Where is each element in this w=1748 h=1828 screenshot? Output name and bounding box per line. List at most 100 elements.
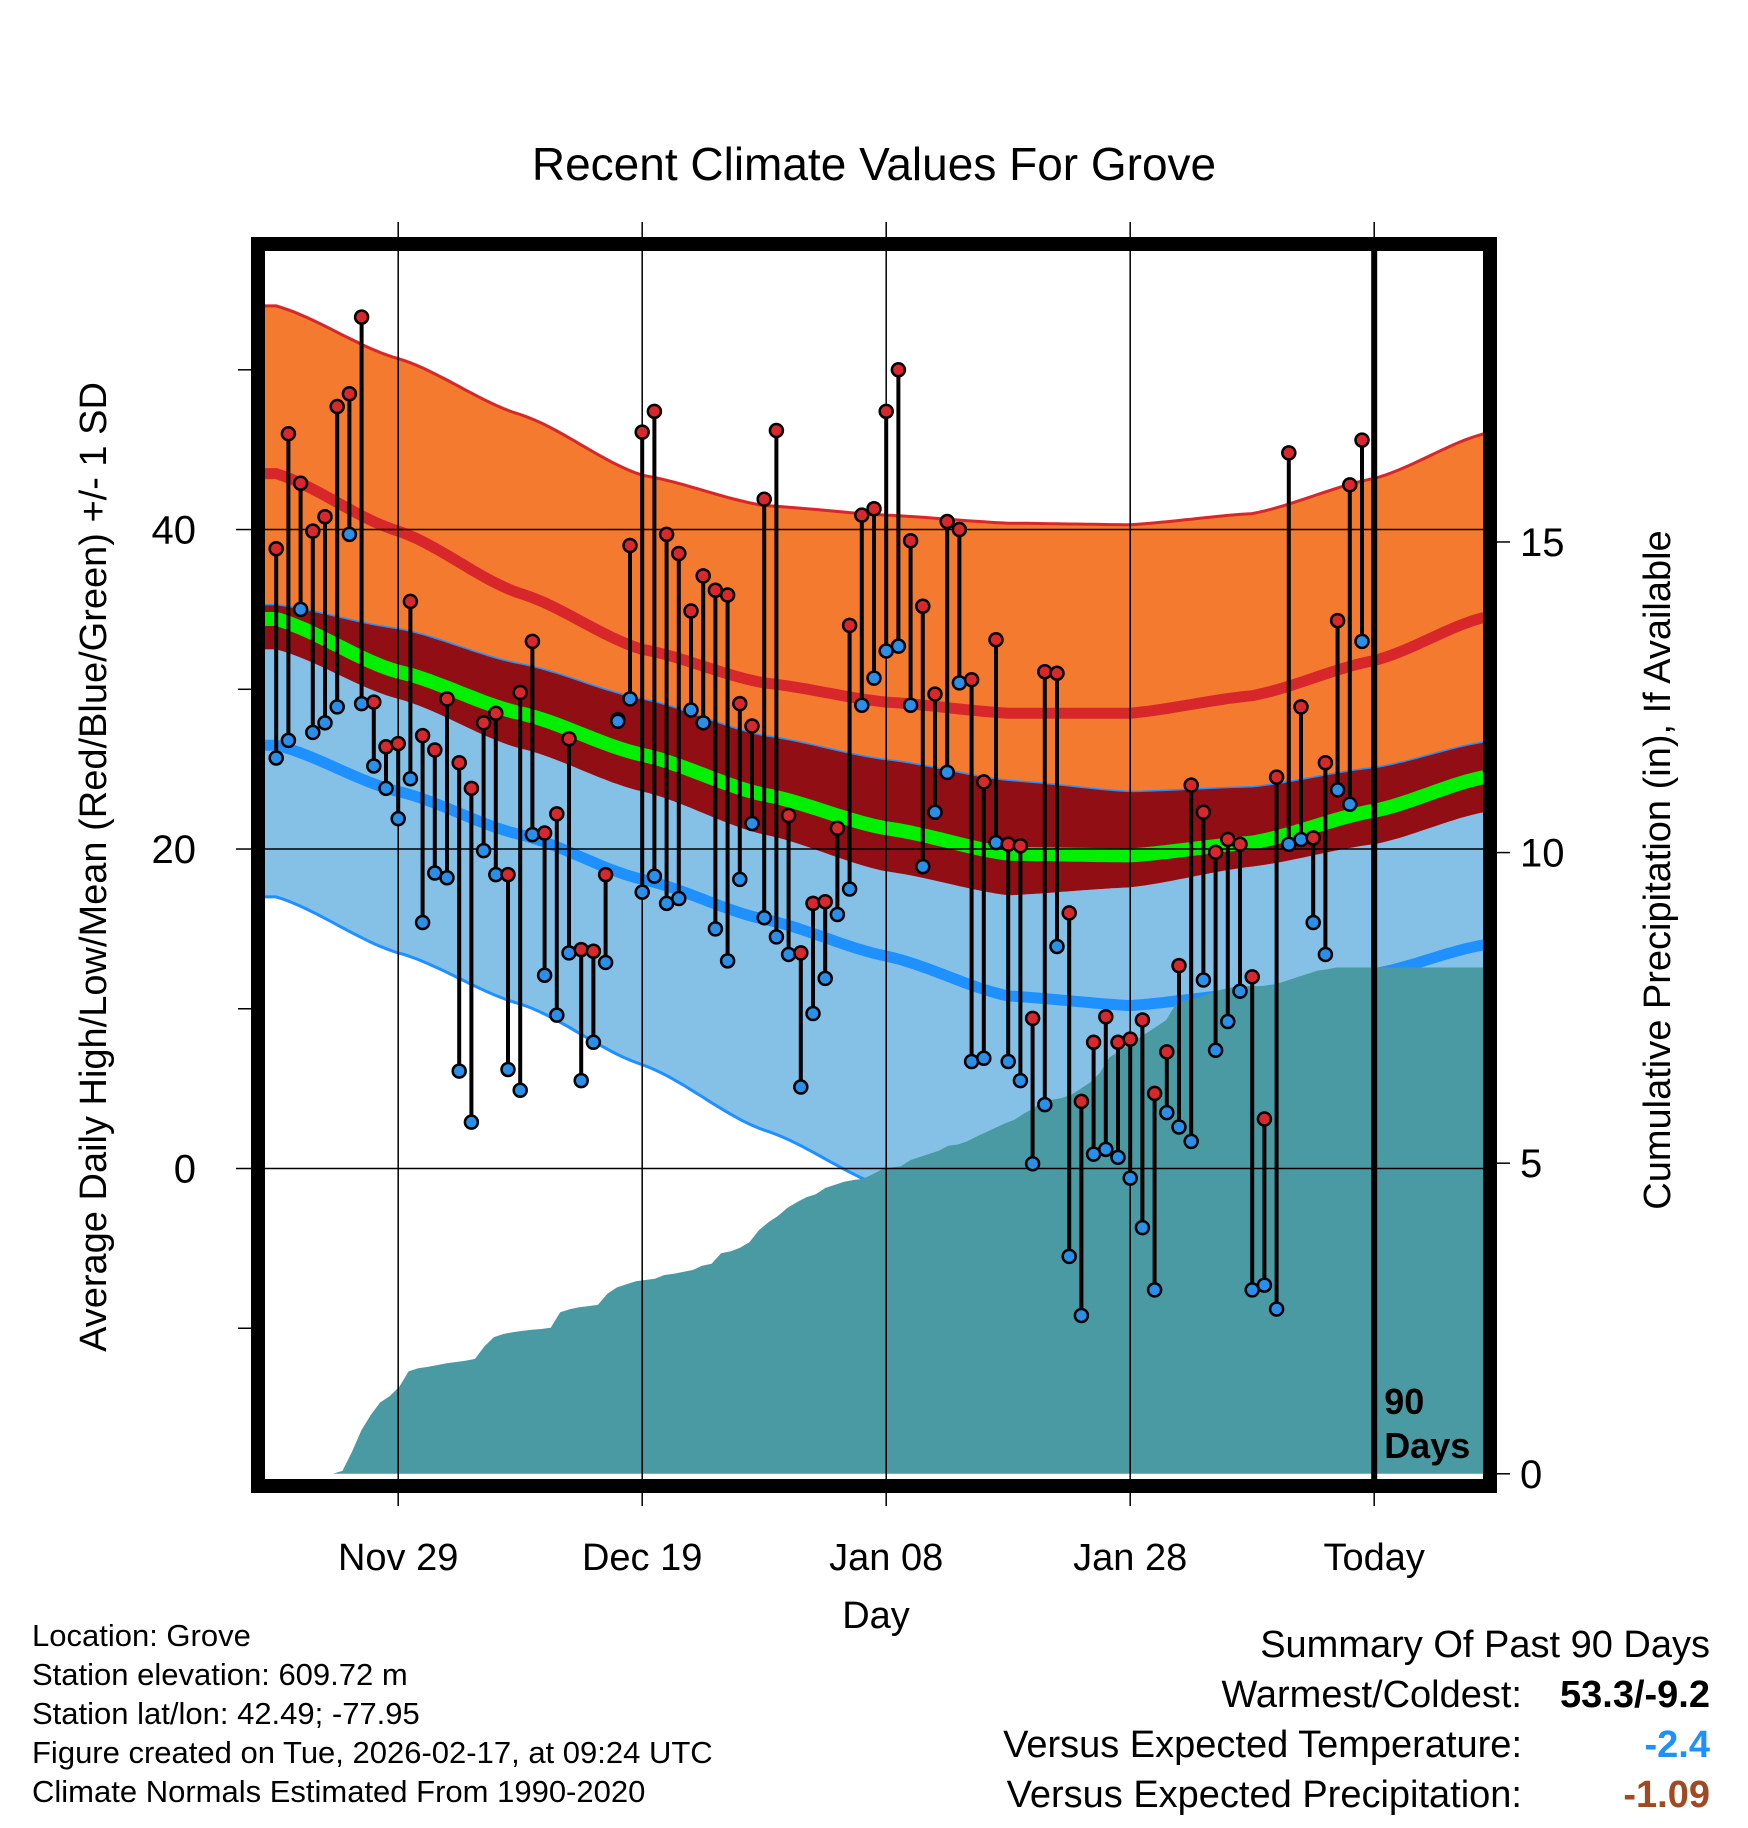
high-point	[622, 537, 638, 554]
warmest-label: Warmest/Coldest:	[1221, 1674, 1522, 1716]
high-point	[1122, 1031, 1138, 1047]
today-days-label-line: 90	[1384, 1381, 1424, 1422]
low-point	[927, 804, 943, 821]
summary-title: Summary Of Past 90 Days	[1260, 1624, 1710, 1666]
high-point	[976, 774, 992, 790]
high-point	[366, 694, 382, 710]
high-point	[719, 587, 736, 603]
high-point	[1354, 432, 1370, 448]
high-point	[841, 617, 858, 634]
high-point	[488, 705, 504, 721]
high-point	[793, 945, 809, 961]
high-point	[512, 684, 528, 701]
low-point	[1134, 1219, 1151, 1236]
y-tick-label: 0	[174, 1148, 196, 1192]
low-point	[1232, 983, 1248, 999]
low-point	[463, 1114, 480, 1130]
low-point	[500, 1061, 516, 1078]
low-point	[1012, 1072, 1029, 1089]
high-point	[597, 866, 614, 883]
high-point	[695, 568, 711, 584]
low-point	[902, 697, 919, 714]
precip-anomaly-label: Versus Expected Precipitation:	[1006, 1774, 1522, 1816]
high-point	[817, 893, 833, 910]
low-point	[1073, 1307, 1090, 1324]
low-point	[268, 750, 284, 766]
high-point	[1183, 777, 1199, 793]
low-point	[353, 695, 370, 712]
high-point	[536, 825, 553, 841]
high-point	[646, 403, 663, 420]
warmest-value: 53.3/-9.2	[1560, 1674, 1710, 1716]
high-point	[768, 422, 785, 439]
low-point	[341, 526, 358, 543]
high-point	[732, 695, 748, 712]
temp-anomaly-label: Versus Expected Temperature:	[1003, 1724, 1522, 1766]
high-point	[353, 309, 370, 325]
low-point	[1183, 1133, 1199, 1150]
high-point	[1281, 445, 1297, 461]
low-point	[305, 724, 321, 741]
x-tick-label: Nov 29	[338, 1537, 458, 1579]
high-point	[1232, 836, 1248, 852]
low-point	[1354, 633, 1370, 650]
low-point	[817, 970, 833, 987]
precip-anomaly-value: -1.09	[1623, 1774, 1710, 1816]
low-point	[1329, 782, 1346, 798]
low-point	[597, 954, 614, 971]
x-tick-label: Today	[1323, 1537, 1424, 1579]
low-point	[329, 699, 345, 715]
high-point	[658, 526, 675, 543]
high-point	[927, 686, 943, 702]
x-tick-label: Dec 19	[582, 1537, 702, 1579]
low-point	[732, 871, 748, 888]
high-point	[292, 475, 309, 491]
low-point	[671, 890, 687, 907]
high-point	[1317, 755, 1334, 771]
high-point	[268, 540, 284, 557]
high-point	[1037, 663, 1053, 680]
high-point	[854, 507, 870, 523]
low-point	[841, 881, 858, 897]
high-point	[1134, 1012, 1151, 1028]
high-normal-line	[264, 468, 1484, 719]
right-axis-label: Cumulative Precipitation (in), If Availa…	[1637, 530, 1679, 1209]
x-axis-label: Day	[842, 1595, 910, 1637]
low-point	[951, 675, 968, 691]
low-point	[866, 670, 882, 686]
low-point	[768, 929, 785, 945]
high-point	[524, 633, 541, 650]
high-point	[341, 386, 358, 402]
low-point	[1256, 1277, 1273, 1293]
precip-tick-label: 15	[1520, 521, 1565, 565]
high-point	[1012, 838, 1029, 854]
high-point	[780, 807, 797, 824]
created-text: Figure created on Tue, 2026-02-17, at 09…	[32, 1735, 713, 1770]
precip-area	[276, 967, 1484, 1474]
low-point	[1024, 1155, 1041, 1172]
low-point	[414, 914, 431, 931]
low-point	[1049, 938, 1065, 955]
high-point	[915, 598, 931, 614]
low-point	[793, 1079, 809, 1095]
low-point	[1061, 1248, 1077, 1265]
low-point	[744, 815, 760, 832]
low-point	[1037, 1096, 1053, 1113]
high-point	[805, 895, 821, 912]
low-point	[402, 770, 419, 787]
low-point	[854, 697, 870, 714]
high-point	[390, 735, 406, 752]
low-point	[1146, 1282, 1163, 1298]
low-point	[561, 945, 577, 961]
high-point	[573, 941, 589, 958]
today-days-label: 90 Days	[1384, 1381, 1470, 1466]
low-point	[634, 884, 650, 900]
high-point	[549, 806, 565, 822]
high-point	[402, 593, 419, 610]
precip-tick-label: 10	[1520, 832, 1565, 876]
plot-frame	[251, 237, 1497, 1493]
low-point	[1098, 1141, 1114, 1158]
summary-warmest-row: Warmest/Coldest: 53.3/-9.2	[1003, 1670, 1710, 1720]
high-point	[463, 780, 480, 797]
high-point	[305, 523, 321, 539]
